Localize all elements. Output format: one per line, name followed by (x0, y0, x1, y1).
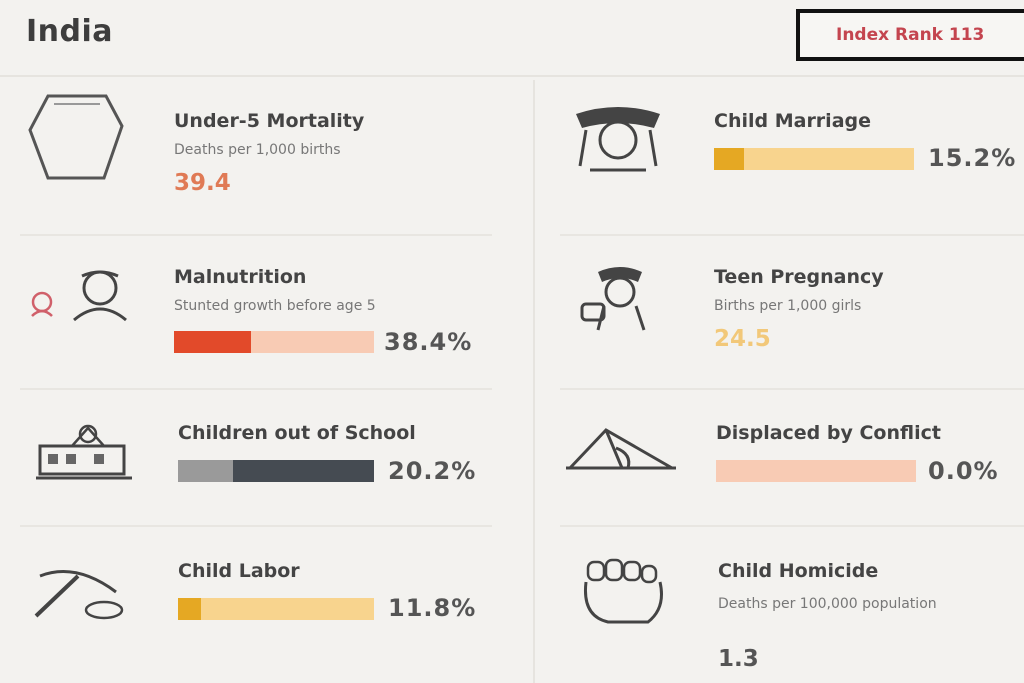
malnutrition-bar (174, 331, 374, 353)
malnutrition-subtitle: Stunted growth before age 5 (174, 298, 376, 314)
displaced-bar (716, 460, 916, 482)
row-divider (20, 234, 492, 236)
malnutrition-bar-fill (174, 331, 251, 353)
out-of-school-value: 20.2% (388, 457, 477, 485)
out-of-school-bar (178, 460, 374, 482)
index-rank-label: Index Rank 113 (836, 25, 985, 45)
child-labor-bar (178, 598, 374, 620)
row-divider (560, 388, 1024, 390)
veil-icon (570, 100, 666, 176)
child-marriage-value: 15.2% (928, 144, 1017, 172)
tent-icon (566, 424, 676, 472)
children-icon (24, 268, 134, 324)
teen-pregnancy-value: 24.5 (714, 326, 771, 352)
teen-pregnancy-subtitle: Births per 1,000 girls (714, 298, 862, 314)
homicide-value: 1.3 (718, 646, 759, 672)
teen-pregnancy-title: Teen Pregnancy (714, 266, 884, 288)
child-labor-value: 11.8% (388, 594, 477, 622)
header: India Index Rank 113 (0, 0, 1024, 72)
row-divider (560, 234, 1024, 236)
child-marriage-title: Child Marriage (714, 110, 872, 132)
child-marriage-bar (714, 148, 914, 170)
child-labor-title: Child Labor (178, 560, 300, 582)
malnutrition-title: Malnutrition (174, 266, 307, 288)
malnutrition-value: 38.4% (384, 328, 473, 356)
out-of-school-bar-fill (233, 460, 374, 482)
country-name: India (26, 14, 114, 49)
column-divider (533, 80, 535, 683)
row-divider (560, 525, 1024, 527)
pickaxe-icon (30, 562, 130, 622)
fist-icon (578, 556, 670, 628)
under5-value: 39.4 (174, 170, 231, 196)
displaced-value: 0.0% (928, 457, 999, 485)
homicide-subtitle: Deaths per 100,000 population (718, 596, 937, 612)
header-divider (0, 75, 1024, 77)
child-labor-bar-fill (178, 598, 202, 620)
out-of-school-title: Children out of School (178, 422, 416, 444)
shield-icon (26, 92, 126, 184)
index-rank-badge: Index Rank 113 (796, 9, 1024, 61)
child-marriage-bar-fill (714, 148, 745, 170)
mother-baby-icon (574, 262, 664, 334)
under5-title: Under-5 Mortality (174, 110, 365, 132)
school-icon (36, 420, 132, 484)
under5-subtitle: Deaths per 1,000 births (174, 142, 341, 158)
row-divider (20, 525, 492, 527)
homicide-title: Child Homicide (718, 560, 879, 582)
displaced-title: Displaced by Conflict (716, 422, 941, 444)
row-divider (20, 388, 492, 390)
